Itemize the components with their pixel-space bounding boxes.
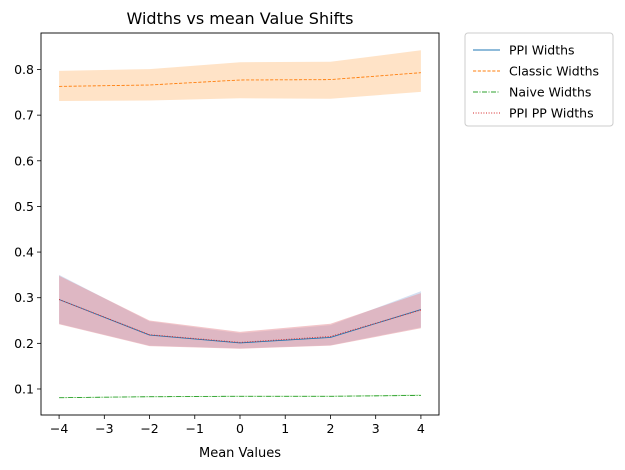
legend-label-3: PPI PP Widths	[509, 106, 594, 121]
x-tick-label: 0	[236, 421, 244, 436]
x-tick-label: −2	[140, 421, 158, 436]
x-tick-label: −1	[186, 421, 204, 436]
series-lines	[58, 72, 422, 399]
x-axis-ticks: −4 −3 −2 −1 0 1 2 3 4	[50, 415, 425, 436]
y-tick-label: 0.3	[14, 290, 34, 305]
x-tick-label: 4	[417, 421, 425, 436]
legend-frame	[464, 32, 614, 127]
confidence-band-1	[59, 50, 421, 101]
y-axis-ticks: 0.1 0.2 0.3 0.4 0.5 0.6 0.7 0.8	[14, 62, 41, 396]
series-line-2	[59, 394, 421, 399]
chart-title: Widths vs mean Value Shifts	[127, 9, 354, 28]
x-tick-label: −4	[50, 421, 68, 436]
x-axis-label: Mean Values	[199, 446, 281, 461]
legend-label-2: Naive Widths	[509, 85, 591, 100]
y-tick-label: 0.8	[14, 62, 34, 77]
series-line-3	[58, 299, 422, 343]
x-tick-label: 2	[326, 421, 334, 436]
series-line-1	[59, 72, 421, 87]
x-tick-label: 1	[281, 421, 289, 436]
y-tick-label: 0.2	[14, 336, 34, 351]
y-tick-label: 0.4	[14, 245, 34, 260]
y-tick-label: 0.5	[14, 199, 34, 214]
legend-entries: PPI Widths Classic Widths Naive Widths PPI …	[473, 43, 599, 121]
y-tick-label: 0.7	[14, 108, 34, 123]
legend: PPI Widths Classic Widths Naive Widths PPI …	[464, 32, 614, 127]
legend-label-0: PPI Widths	[509, 43, 575, 58]
x-tick-label: −3	[95, 421, 113, 436]
x-tick-label: 3	[372, 421, 380, 436]
y-tick-label: 0.6	[14, 153, 34, 168]
legend-label-1: Classic Widths	[509, 64, 599, 79]
y-tick-label: 0.1	[14, 381, 34, 396]
confidence-band-3	[59, 275, 421, 349]
confidence-bands	[59, 50, 421, 399]
